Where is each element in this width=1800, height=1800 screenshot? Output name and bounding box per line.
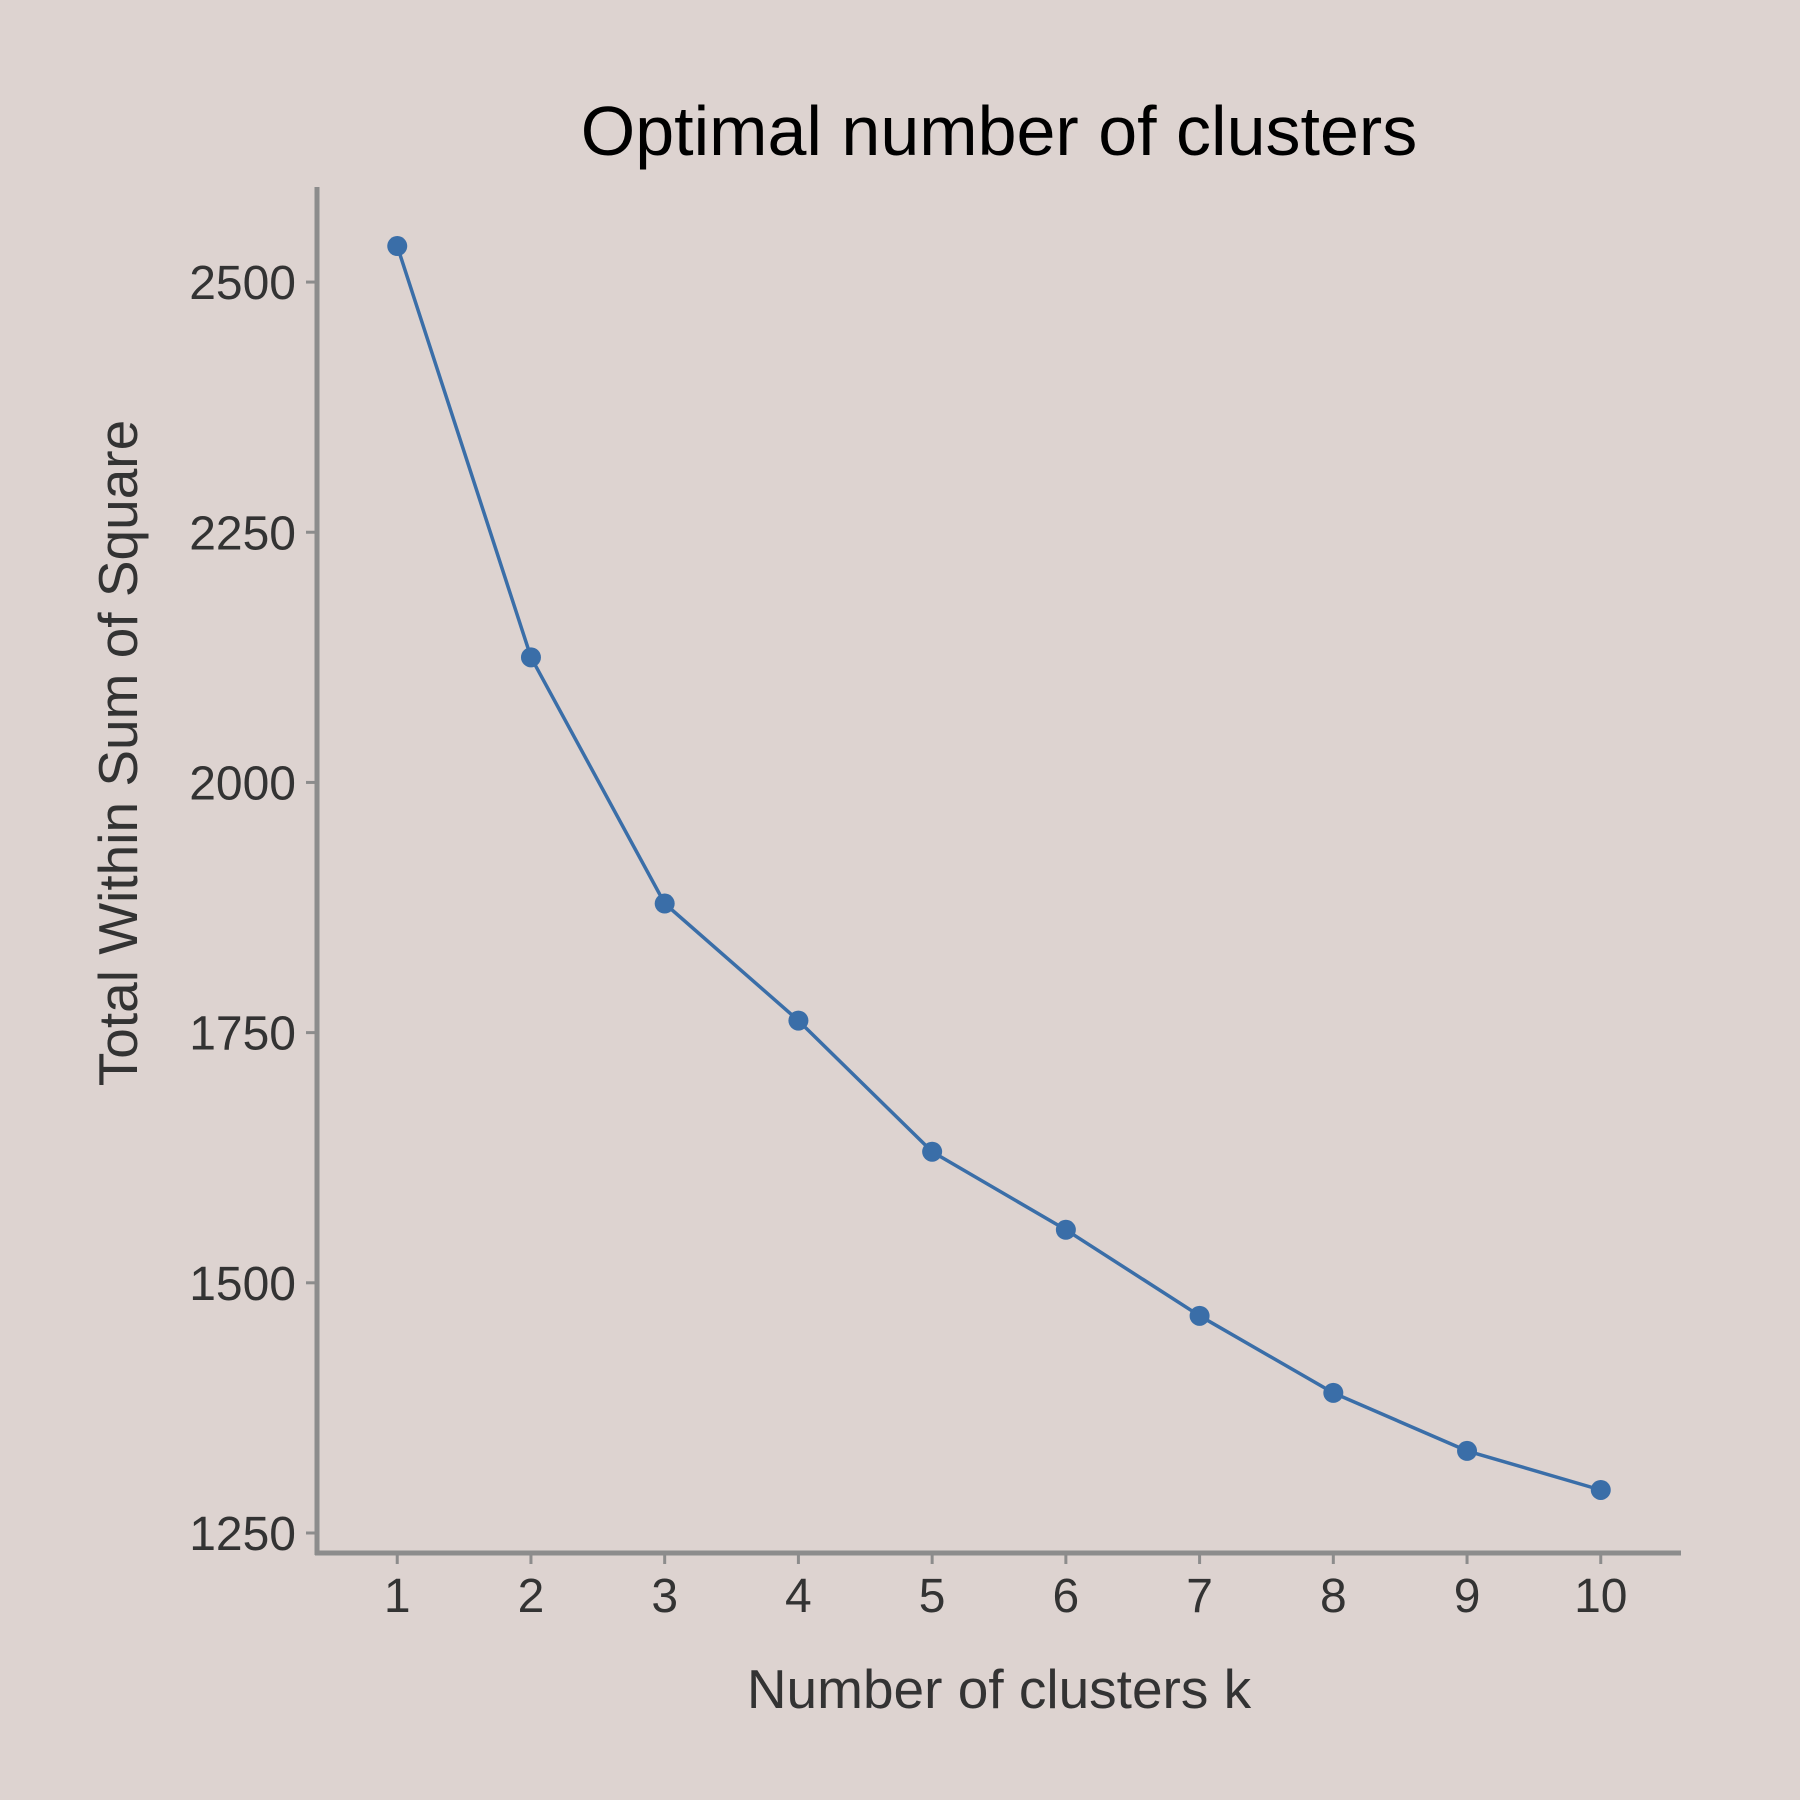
y-tick-label: 2500 <box>189 257 296 310</box>
chart-title: Optimal number of clusters <box>581 92 1417 170</box>
y-tick-label: 2000 <box>189 757 296 810</box>
x-axis-title: Number of clusters k <box>747 1658 1252 1720</box>
x-tick-label: 10 <box>1574 1570 1627 1623</box>
x-tick-label: 8 <box>1320 1570 1347 1623</box>
data-point <box>520 647 541 668</box>
data-point <box>1323 1382 1344 1403</box>
x-tick-label: 2 <box>518 1570 545 1623</box>
x-axis-ticks: 1 2 3 4 5 6 7 8 9 10 <box>384 1553 1627 1623</box>
x-tick-label: 4 <box>785 1570 812 1623</box>
y-axis-title: Total Within Sum of Square <box>87 420 149 1086</box>
x-tick-label: 9 <box>1454 1570 1481 1623</box>
data-point <box>922 1141 943 1162</box>
series-group <box>387 236 1611 1500</box>
data-point <box>788 1010 809 1031</box>
x-tick-label: 5 <box>919 1570 946 1623</box>
data-point <box>1590 1479 1611 1500</box>
data-point <box>1457 1440 1478 1461</box>
x-tick-label: 6 <box>1053 1570 1080 1623</box>
y-tick-label: 1500 <box>189 1258 296 1311</box>
series-line <box>395 245 1602 1492</box>
y-tick-label: 2250 <box>189 507 296 560</box>
x-tick-label: 1 <box>384 1570 411 1623</box>
data-point <box>1189 1305 1210 1326</box>
y-axis-ticks: 1250 1500 1750 2000 2250 2500 <box>189 257 317 1561</box>
y-tick-label: 1750 <box>189 1008 296 1061</box>
x-tick-label: 3 <box>651 1570 678 1623</box>
data-point <box>654 893 675 914</box>
data-point <box>1055 1219 1076 1240</box>
x-tick-label: 7 <box>1186 1570 1213 1623</box>
y-tick-label: 1250 <box>189 1508 296 1561</box>
data-point <box>387 236 408 257</box>
